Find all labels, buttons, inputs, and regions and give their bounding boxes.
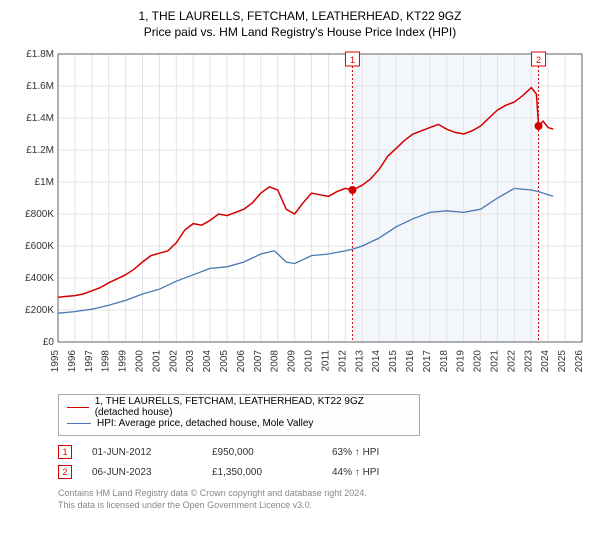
sale-price: £950,000 (212, 447, 312, 458)
legend: 1, THE LAURELLS, FETCHAM, LEATHERHEAD, K… (58, 394, 420, 436)
svg-text:2000: 2000 (135, 350, 146, 373)
legend-label: HPI: Average price, detached house, Mole… (97, 418, 313, 429)
legend-item: 1, THE LAURELLS, FETCHAM, LEATHERHEAD, K… (67, 399, 411, 415)
svg-text:£1.4M: £1.4M (26, 113, 54, 124)
svg-text:2002: 2002 (168, 350, 179, 373)
svg-text:2017: 2017 (422, 350, 433, 373)
svg-text:2022: 2022 (506, 350, 517, 373)
svg-text:2008: 2008 (270, 350, 281, 373)
svg-text:1: 1 (350, 55, 355, 65)
chart-title: 1, THE LAURELLS, FETCHAM, LEATHERHEAD, K… (12, 8, 588, 40)
svg-text:2007: 2007 (253, 350, 264, 373)
svg-text:1995: 1995 (50, 350, 61, 373)
sale-marker-icon: 2 (58, 465, 72, 479)
svg-text:2: 2 (536, 55, 541, 65)
svg-text:2009: 2009 (287, 350, 298, 373)
svg-text:2021: 2021 (489, 350, 500, 373)
sale-date: 06-JUN-2023 (92, 467, 192, 478)
svg-text:1996: 1996 (67, 350, 78, 373)
svg-text:2003: 2003 (185, 350, 196, 373)
title-line-2: Price paid vs. HM Land Registry's House … (12, 24, 588, 40)
svg-text:2011: 2011 (320, 350, 331, 372)
chart-container: 1, THE LAURELLS, FETCHAM, LEATHERHEAD, K… (0, 0, 600, 560)
plot-area: £0 £200K £400K £600K £800K £1M £1.2M £1.4M £1.6M… (12, 46, 588, 386)
svg-text:£600K: £600K (25, 241, 54, 252)
svg-text:2026: 2026 (574, 350, 585, 373)
svg-text:£200K: £200K (25, 305, 54, 316)
chart-svg: £0 £200K £400K £600K £800K £1M £1.2M £1.4M £1.6M… (12, 46, 588, 386)
sale-row: 1 01-JUN-2012 £950,000 63% ↑ HPI (58, 442, 588, 462)
svg-text:1998: 1998 (101, 350, 112, 373)
svg-text:£0: £0 (43, 337, 55, 348)
svg-text:£800K: £800K (25, 209, 54, 220)
svg-text:2018: 2018 (439, 350, 450, 373)
svg-text:£1.8M: £1.8M (26, 49, 54, 60)
svg-text:2012: 2012 (337, 350, 348, 373)
svg-text:2013: 2013 (354, 350, 365, 373)
footer-attribution: Contains HM Land Registry data © Crown c… (58, 488, 588, 511)
svg-text:2020: 2020 (473, 350, 484, 373)
sale-pct: 63% ↑ HPI (332, 447, 422, 458)
svg-text:£1.2M: £1.2M (26, 145, 54, 156)
legend-swatch (67, 407, 89, 408)
footer-line: Contains HM Land Registry data © Crown c… (58, 488, 588, 500)
svg-text:£1M: £1M (35, 177, 54, 188)
svg-text:1997: 1997 (84, 350, 95, 373)
svg-text:£400K: £400K (25, 273, 54, 284)
title-line-1: 1, THE LAURELLS, FETCHAM, LEATHERHEAD, K… (139, 9, 462, 23)
footer-line: This data is licensed under the Open Gov… (58, 500, 588, 512)
sale-pct: 44% ↑ HPI (332, 467, 422, 478)
legend-swatch (67, 423, 91, 424)
svg-text:2001: 2001 (151, 350, 162, 373)
sale-date: 01-JUN-2012 (92, 447, 192, 458)
svg-text:2016: 2016 (405, 350, 416, 373)
svg-text:2005: 2005 (219, 350, 230, 373)
svg-text:2014: 2014 (371, 350, 382, 373)
svg-text:2019: 2019 (456, 350, 467, 373)
svg-text:2015: 2015 (388, 350, 399, 373)
svg-text:2006: 2006 (236, 350, 247, 373)
legend-label: 1, THE LAURELLS, FETCHAM, LEATHERHEAD, K… (95, 396, 411, 418)
svg-text:£1.6M: £1.6M (26, 81, 54, 92)
svg-text:2024: 2024 (540, 350, 551, 373)
svg-text:2004: 2004 (202, 350, 213, 373)
sale-table: 1 01-JUN-2012 £950,000 63% ↑ HPI 2 06-JU… (58, 442, 588, 482)
sale-row: 2 06-JUN-2023 £1,350,000 44% ↑ HPI (58, 462, 588, 482)
sale-price: £1,350,000 (212, 467, 312, 478)
svg-text:2010: 2010 (304, 350, 315, 373)
svg-text:2025: 2025 (557, 350, 568, 373)
svg-text:1999: 1999 (118, 350, 129, 373)
svg-text:2023: 2023 (523, 350, 534, 373)
sale-marker-icon: 1 (58, 445, 72, 459)
